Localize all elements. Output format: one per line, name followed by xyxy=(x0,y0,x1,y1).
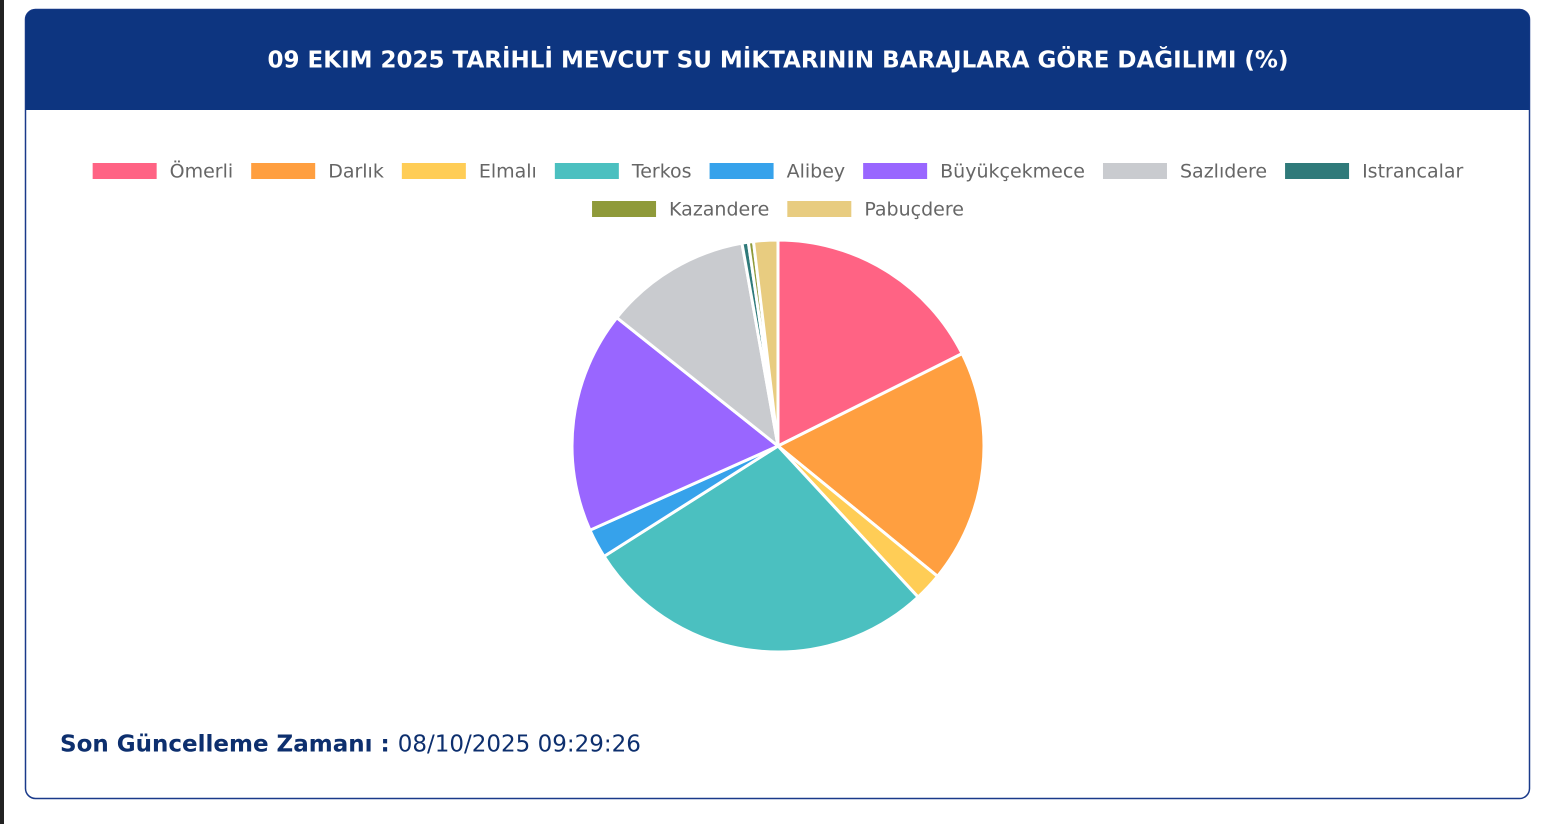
legend-label: Büyükçekmece xyxy=(940,161,1085,183)
legend-label: Pabuçdere xyxy=(864,199,964,221)
legend-label: Alibey xyxy=(787,161,846,183)
legend-item: Büyükçekmece xyxy=(863,161,1085,183)
chart-title: 09 EKIM 2025 TARİHLİ MEVCUT SU MİKTARINI… xyxy=(268,46,1289,74)
legend-swatch xyxy=(401,163,466,179)
legend-swatch xyxy=(709,163,774,179)
legend-label: Kazandere xyxy=(669,199,769,221)
footer-label: Son Güncelleme Zamanı : xyxy=(60,732,390,758)
legend-label: Sazlıdere xyxy=(1180,161,1267,183)
edge-strip xyxy=(0,0,4,824)
legend-item: Alibey xyxy=(709,161,846,183)
pie-slice xyxy=(602,444,920,654)
legend-swatch xyxy=(787,201,852,217)
legend-item: Istrancalar xyxy=(1285,161,1464,183)
legend-label: Terkos xyxy=(631,161,692,183)
legend-item: Kazandere xyxy=(592,199,769,221)
legend-item: Terkos xyxy=(554,161,692,183)
pie-slice xyxy=(615,241,780,448)
legend-swatch xyxy=(592,201,657,217)
legend-swatch xyxy=(1102,163,1167,179)
legend-item: Ömerli xyxy=(92,160,234,183)
legend-swatch xyxy=(554,163,619,179)
pie-slice xyxy=(776,238,964,448)
pie-slice xyxy=(570,316,780,532)
legend-swatch xyxy=(1285,163,1350,179)
legend-item: Darlık xyxy=(251,161,384,183)
legend-item: Elmalı xyxy=(401,161,537,183)
card-header xyxy=(25,9,1530,110)
legend-label: Istrancalar xyxy=(1362,161,1463,183)
legend-swatch xyxy=(863,163,928,179)
footer-value: 08/10/2025 09:29:26 xyxy=(398,732,641,758)
legend-label: Ömerli xyxy=(170,160,234,183)
legend-label: Elmalı xyxy=(479,161,537,183)
pie-slice xyxy=(776,352,986,578)
legend-label: Darlık xyxy=(328,161,384,183)
legend-swatch xyxy=(92,163,157,179)
legend-item: Sazlıdere xyxy=(1102,161,1267,183)
pie-slice xyxy=(751,238,780,448)
legend-swatch xyxy=(251,163,316,179)
legend-item: Pabuçdere xyxy=(787,199,964,221)
